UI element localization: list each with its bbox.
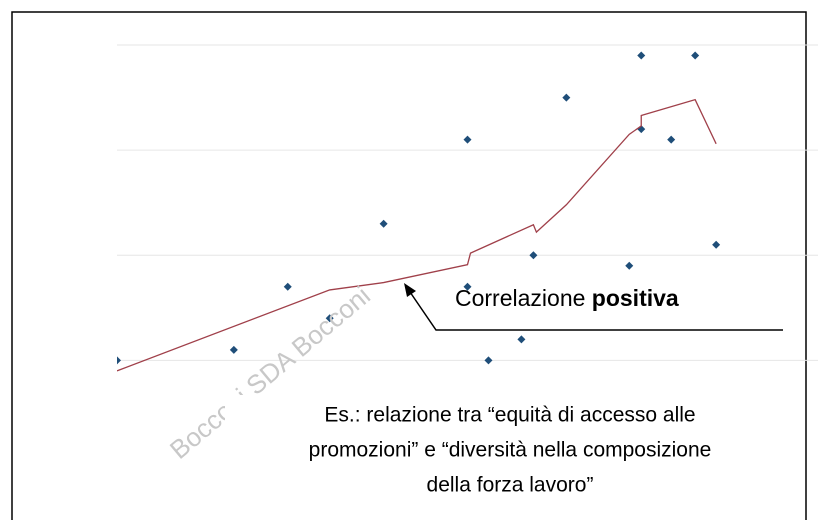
point [463, 135, 472, 144]
point [712, 240, 721, 249]
point [691, 51, 700, 60]
point [463, 282, 472, 291]
point [325, 314, 334, 323]
point [229, 345, 238, 354]
point [667, 135, 676, 144]
annotation-arrow [409, 291, 783, 331]
point [517, 335, 526, 344]
point [625, 261, 634, 270]
point [529, 251, 538, 260]
annotation-text: Correlazione [455, 285, 592, 311]
point [283, 282, 292, 291]
frame [11, 11, 807, 520]
plot [117, 44, 818, 372]
point [117, 356, 121, 365]
trend-line [117, 98, 717, 372]
note-line: promozioni” e “diversità nella composizi… [309, 439, 712, 462]
point [562, 93, 571, 102]
note-background [225, 395, 805, 505]
point [484, 356, 493, 365]
point [637, 51, 646, 60]
annotation-bold: positiva [592, 285, 679, 311]
annotation: Correlazione positiva [455, 285, 679, 311]
point [379, 219, 388, 228]
note-line: Es.: relazione tra “equità di accesso al… [324, 404, 695, 427]
note-line: della forza lavoro” [427, 474, 594, 497]
arrow-head [404, 283, 416, 297]
